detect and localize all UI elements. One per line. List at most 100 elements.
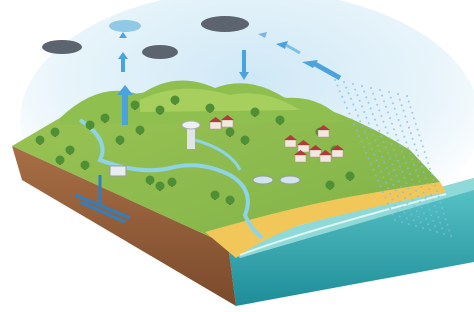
- rain-drop: [397, 93, 399, 95]
- house: [320, 155, 331, 162]
- rain-drop: [423, 212, 425, 214]
- rain-drop: [406, 217, 408, 219]
- rain-drop: [404, 197, 406, 199]
- rain-drop: [387, 152, 389, 154]
- rain-drop: [364, 131, 366, 133]
- rain-drop: [352, 83, 354, 85]
- rain-drop: [411, 179, 413, 181]
- rain-drop: [397, 195, 399, 197]
- cloud: [142, 45, 178, 59]
- rain-drop: [436, 190, 438, 192]
- rain-drop: [434, 185, 436, 187]
- rain-drop: [413, 164, 415, 166]
- rain-drop: [410, 193, 412, 195]
- rain-drop: [417, 195, 419, 197]
- rain-drop: [431, 173, 433, 175]
- cloud-forming: [109, 20, 141, 32]
- rain-drop: [365, 96, 367, 98]
- rain-drop: [408, 127, 410, 129]
- rain-drop: [363, 91, 365, 93]
- rain-drop: [424, 151, 426, 153]
- rain-drop: [428, 188, 430, 190]
- rain-drop: [401, 206, 403, 208]
- tree: [51, 128, 60, 137]
- rain-drop: [363, 146, 365, 148]
- rain-drop: [366, 137, 368, 139]
- rain-drop: [370, 128, 372, 130]
- rain-drop: [415, 169, 417, 171]
- rain-drop: [385, 106, 387, 108]
- rain-drop: [385, 126, 387, 128]
- tree: [206, 104, 215, 113]
- rain-drop: [412, 199, 414, 201]
- rain-drop: [380, 185, 382, 187]
- tree: [326, 181, 335, 190]
- rain-drop: [420, 221, 422, 223]
- rain-drop: [422, 227, 424, 229]
- rain-drop: [390, 97, 392, 99]
- rain-drop: [401, 151, 403, 153]
- rain-drop: [389, 158, 391, 160]
- rain-drop: [406, 121, 408, 123]
- rain-drop: [373, 154, 375, 156]
- tree: [56, 156, 65, 165]
- rain-drop: [368, 102, 370, 104]
- rain-drop: [387, 202, 389, 204]
- rain-drop: [417, 175, 419, 177]
- water-cycle-illustration: [0, 0, 474, 312]
- rain-drop: [408, 223, 410, 225]
- rain-drop: [356, 129, 358, 131]
- rain-drop: [357, 115, 359, 117]
- rain-drop: [406, 203, 408, 205]
- rain-drop: [334, 79, 336, 81]
- rain-drop: [341, 96, 343, 98]
- rain-drop: [428, 209, 430, 211]
- rain-drop: [411, 112, 413, 114]
- rain-drop: [413, 219, 415, 221]
- rain-drop: [392, 213, 394, 215]
- rain-drop: [383, 121, 385, 123]
- rain-drop: [358, 135, 360, 137]
- rain-drop: [397, 139, 399, 141]
- rain-drop: [403, 156, 405, 158]
- rain-drop: [407, 188, 409, 190]
- rain-drop: [426, 183, 428, 185]
- rain-drop: [419, 181, 421, 183]
- rain-drop: [396, 210, 398, 212]
- rain-drop: [443, 233, 445, 235]
- rain-drop: [413, 117, 415, 119]
- rain-drop: [417, 155, 419, 157]
- rain-drop: [388, 173, 390, 175]
- rain-drop: [368, 157, 370, 159]
- rain-drop: [406, 95, 408, 97]
- cloud: [42, 40, 82, 54]
- rain-drop: [361, 85, 363, 87]
- tree: [136, 126, 145, 135]
- rain-drop: [425, 218, 427, 220]
- rain-drop: [395, 154, 397, 156]
- rain-drop: [368, 122, 370, 124]
- rain-drop: [389, 117, 391, 119]
- rain-drop: [410, 106, 412, 108]
- rain-drop: [380, 171, 382, 173]
- rain-drop: [348, 92, 350, 94]
- rain-drop: [407, 167, 409, 169]
- rain-drop: [365, 117, 367, 119]
- rain-drop: [394, 108, 396, 110]
- rain-drop: [399, 215, 401, 217]
- rain-drop: [383, 100, 385, 102]
- rain-drop: [380, 135, 382, 137]
- house: [222, 120, 233, 127]
- rain-drop: [351, 118, 353, 120]
- rain-drop: [430, 194, 432, 196]
- tree: [171, 96, 180, 105]
- rain-drop: [377, 145, 379, 147]
- rain-drop: [438, 196, 440, 198]
- rain-drop: [400, 125, 402, 127]
- rain-drop: [418, 134, 420, 136]
- rain-drop: [381, 95, 383, 97]
- rain-drop: [380, 115, 382, 117]
- rain-drop: [392, 199, 394, 201]
- rain-drop: [393, 149, 395, 151]
- rain-drop: [378, 109, 380, 111]
